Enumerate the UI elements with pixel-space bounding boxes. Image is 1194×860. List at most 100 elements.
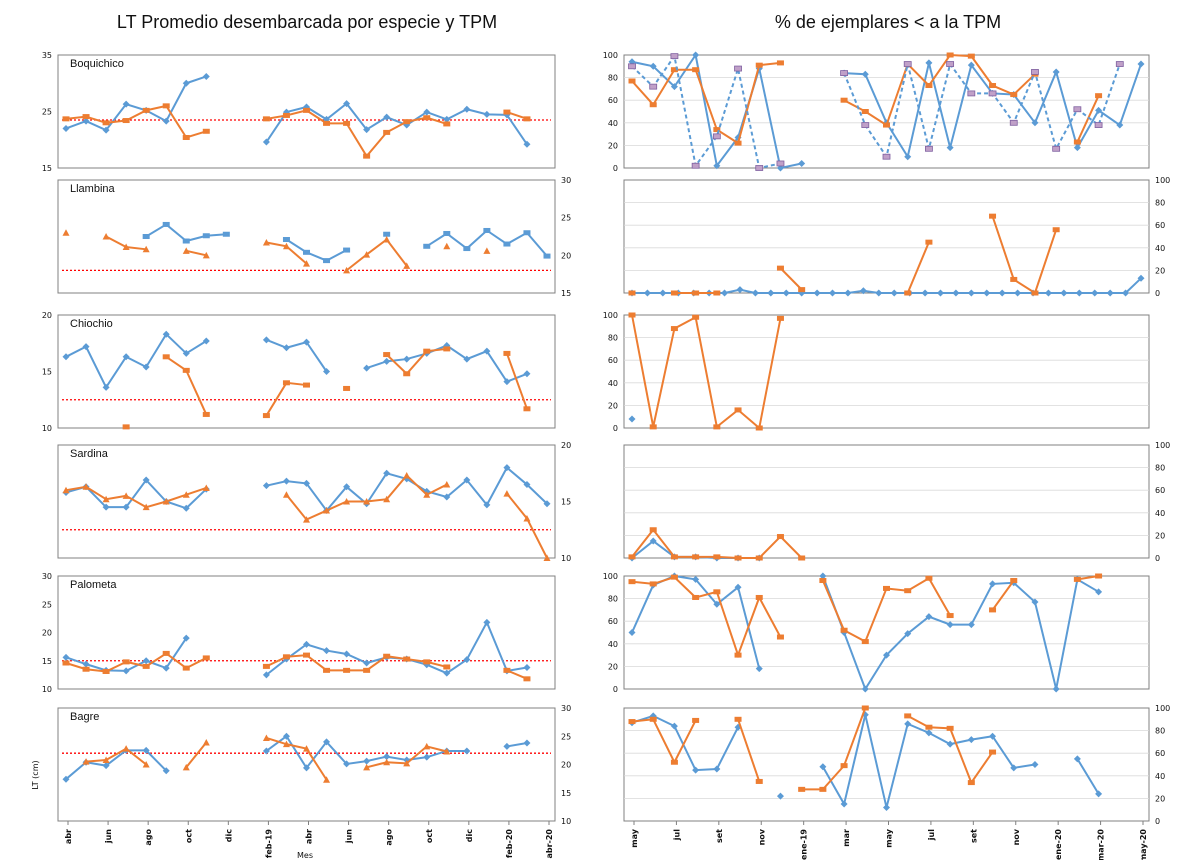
data-point	[323, 258, 331, 264]
data-point	[423, 115, 431, 121]
data-point	[692, 717, 700, 723]
series-line	[1077, 575, 1099, 581]
data-point	[1095, 790, 1103, 798]
y-tick-label: 15	[561, 498, 571, 507]
data-point	[463, 476, 471, 484]
data-point	[1095, 588, 1103, 596]
data-point	[202, 233, 210, 239]
y-tick-label: 80	[608, 334, 618, 343]
series-line	[991, 579, 1015, 611]
data-point	[62, 486, 70, 494]
data-point	[343, 247, 351, 253]
plot-frame	[623, 575, 1150, 690]
data-point	[721, 289, 729, 297]
data-point	[383, 753, 391, 761]
data-point	[989, 749, 997, 755]
series-line	[906, 241, 930, 294]
data-point	[343, 385, 351, 391]
data-point	[282, 491, 290, 498]
y-tick-label: 15	[42, 657, 52, 666]
data-point	[343, 120, 351, 126]
series-line	[631, 575, 782, 659]
y-tick-label: 100	[1155, 176, 1170, 185]
data-point	[162, 103, 170, 109]
data-point	[628, 579, 636, 585]
data-point	[734, 652, 742, 658]
x-tick-label: nov	[757, 828, 766, 845]
data-point	[383, 113, 391, 121]
data-point	[282, 732, 290, 740]
data-point	[443, 748, 451, 755]
data-point	[1052, 227, 1060, 233]
data-point	[925, 145, 933, 152]
series-line	[285, 238, 348, 262]
data-point	[282, 344, 290, 352]
data-point	[363, 757, 371, 765]
data-point	[692, 594, 700, 600]
data-point	[844, 289, 852, 297]
data-point	[142, 476, 150, 484]
data-point	[262, 138, 270, 146]
y-tick-label: 40	[608, 379, 618, 388]
species-label: Sardina	[70, 448, 109, 460]
data-point	[798, 555, 806, 561]
data-point	[1014, 289, 1022, 297]
data-point	[463, 246, 471, 252]
x-tick-label: mar-20	[1097, 829, 1106, 860]
y-tick-label: 0	[1155, 817, 1160, 826]
data-point	[503, 241, 511, 247]
series-line	[65, 478, 207, 510]
data-point	[503, 109, 511, 115]
data-point	[904, 588, 912, 594]
data-point	[282, 477, 290, 485]
plot-frame	[57, 444, 556, 559]
data-point	[1031, 290, 1039, 296]
data-point	[523, 481, 531, 489]
data-point	[883, 122, 890, 128]
data-point	[946, 725, 954, 731]
data-point	[202, 337, 210, 345]
data-point	[142, 746, 150, 754]
panel-left-5: 10 15 20 25 30 Bagre abr jun ago oct dic feb-19 abr j…	[57, 704, 571, 859]
y-tick-label: 60	[1155, 486, 1165, 495]
data-point	[483, 618, 491, 626]
y-tick-label: 30	[561, 176, 571, 185]
data-point	[798, 287, 806, 293]
series-line	[266, 736, 328, 781]
data-point	[303, 745, 310, 752]
data-point	[82, 483, 90, 490]
y-tick-label: 100	[1155, 704, 1170, 713]
y-tick-label: 60	[608, 96, 618, 105]
data-point	[463, 656, 471, 664]
data-point	[102, 120, 110, 126]
data-point	[182, 247, 190, 254]
data-point	[813, 289, 821, 297]
panel-right-3: 0 20 40 60 80 100	[623, 441, 1170, 563]
y-tick-label: 60	[608, 356, 618, 365]
species-label: Chiochio	[70, 318, 113, 330]
data-point	[343, 100, 351, 108]
data-point	[628, 290, 636, 296]
data-point	[988, 90, 997, 97]
data-point	[861, 685, 869, 693]
data-point	[1052, 68, 1060, 76]
data-point	[989, 83, 997, 89]
data-point	[670, 53, 679, 60]
data-point	[1116, 121, 1124, 129]
data-point	[882, 153, 891, 160]
data-point	[1052, 685, 1060, 693]
y-tick-label: 25	[42, 108, 52, 117]
data-point	[262, 663, 270, 669]
series-line	[266, 338, 328, 373]
data-point	[483, 501, 491, 509]
data-point	[983, 289, 991, 297]
data-point	[840, 97, 848, 103]
data-point	[925, 575, 933, 581]
y-tick-label: 15	[561, 789, 571, 798]
data-point	[323, 647, 331, 655]
data-point	[755, 778, 763, 784]
data-point	[122, 353, 130, 361]
plot-frame	[57, 314, 556, 429]
data-point	[1094, 122, 1103, 128]
data-point	[755, 665, 763, 673]
